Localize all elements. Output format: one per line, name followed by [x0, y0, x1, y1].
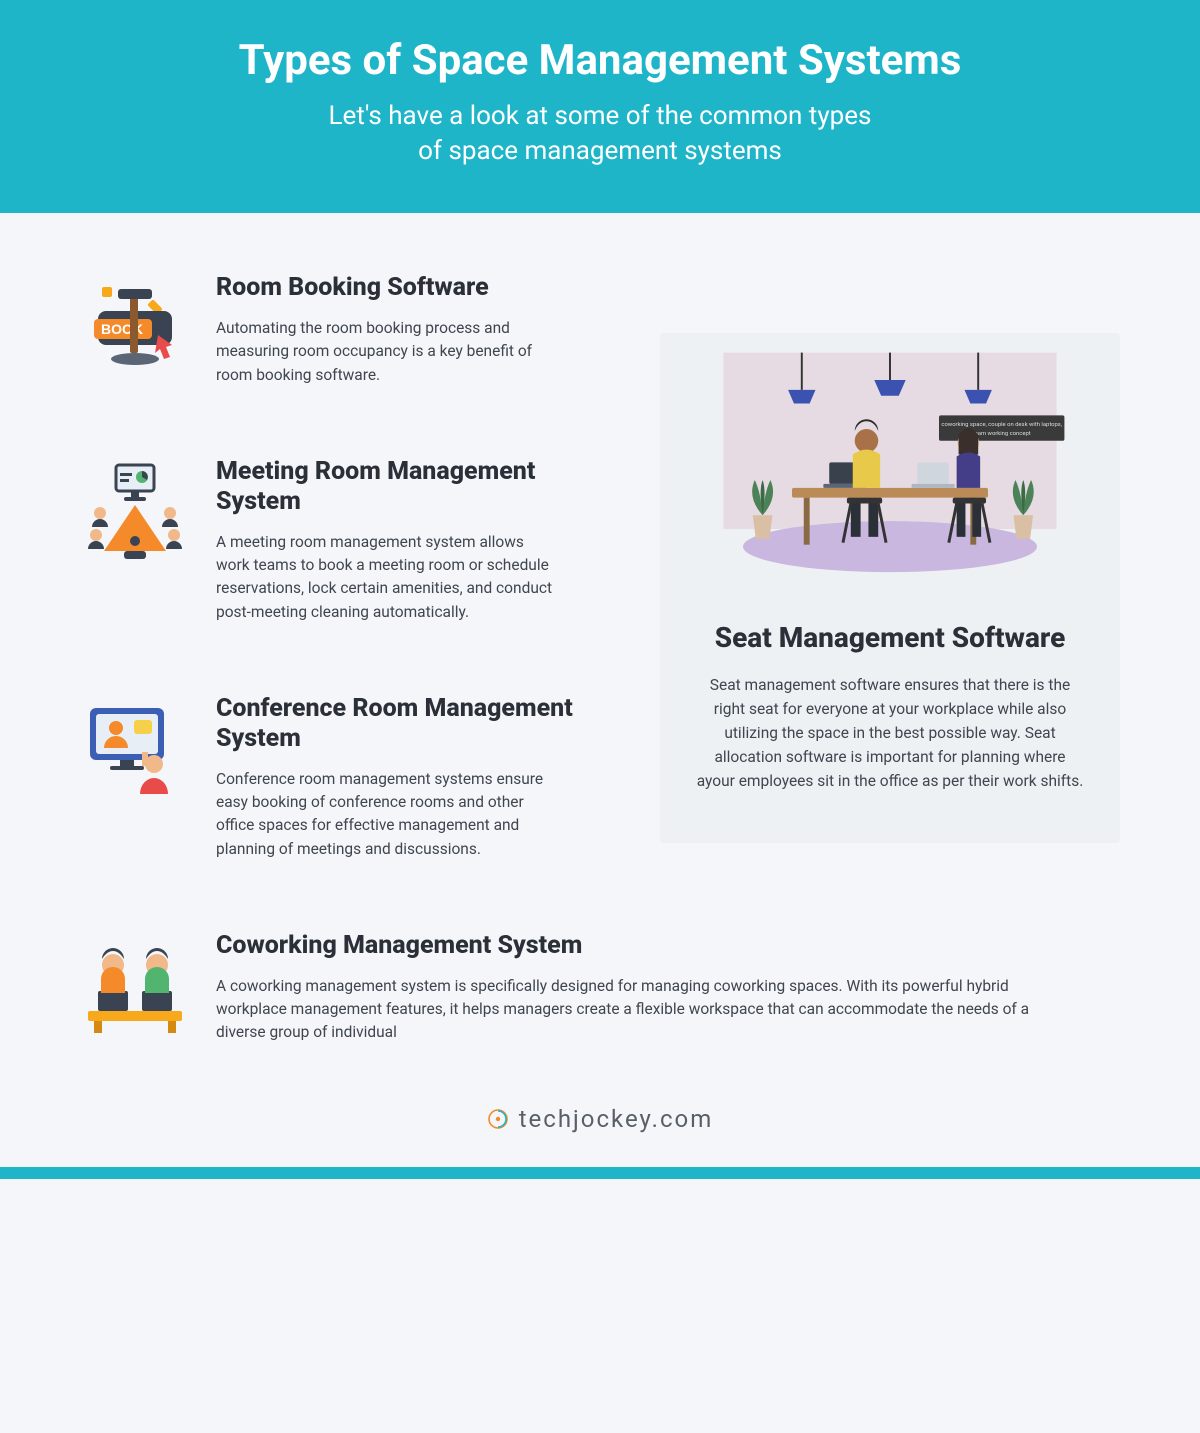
item-title: Meeting Room Management System: [216, 457, 620, 517]
svg-text:team working concept: team working concept: [973, 431, 1031, 437]
item-conference-room: Conference Room Management System Confer…: [80, 694, 620, 861]
item-meeting-room: Meeting Room Management System A meeting…: [80, 457, 620, 624]
page-title: Types of Space Management Systems: [40, 36, 1160, 85]
item-coworking: Coworking Management System A coworking …: [80, 931, 1120, 1045]
coworking-illustration: coworking space, couple on desk with lap…: [694, 333, 1086, 593]
meeting-icon: [80, 457, 190, 567]
item-body: Automating the room booking process and …: [216, 317, 556, 387]
item-room-booking: BOOK Room Booking Software Automating th…: [80, 273, 620, 387]
footer: techjockey.com: [0, 1075, 1200, 1167]
seat-management-card: coworking space, couple on desk with lap…: [660, 333, 1120, 843]
side-card-title: Seat Management Software: [694, 621, 1086, 655]
item-body: A meeting room management system allows …: [216, 531, 556, 624]
content-grid: BOOK Room Booking Software Automating th…: [0, 213, 1200, 1075]
bottom-accent-bar: [0, 1167, 1200, 1179]
book-icon: BOOK: [80, 273, 190, 383]
coworking-icon: [80, 931, 190, 1041]
item-title: Coworking Management System: [216, 931, 1036, 961]
brand-name: techjockey.com: [519, 1105, 714, 1133]
item-body: A coworking management system is specifi…: [216, 975, 1036, 1045]
brand-logo-icon: [487, 1108, 509, 1130]
header-banner: Types of Space Management Systems Let's …: [0, 0, 1200, 213]
svg-text:coworking space, couple on des: coworking space, couple on desk with lap…: [941, 422, 1062, 428]
left-column: BOOK Room Booking Software Automating th…: [80, 273, 620, 861]
item-title: Conference Room Management System: [216, 694, 620, 754]
page-subtitle: Let's have a look at some of the common …: [40, 99, 1160, 169]
conference-icon: [80, 694, 190, 804]
item-body: Conference room management systems ensur…: [216, 768, 556, 861]
side-card-body: Seat management software ensures that th…: [694, 673, 1086, 793]
item-title: Room Booking Software: [216, 273, 556, 303]
